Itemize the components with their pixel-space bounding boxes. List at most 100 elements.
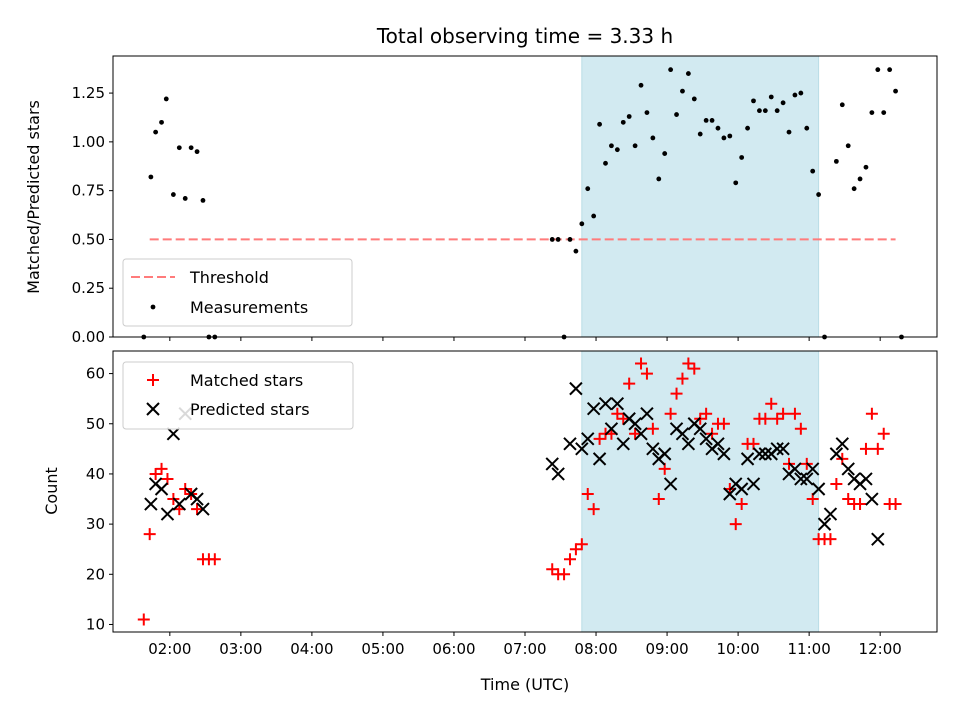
measurement-point bbox=[614, 147, 620, 153]
measurement-point bbox=[591, 213, 597, 219]
predicted-star-point bbox=[871, 532, 885, 546]
y-tick-label: 0.50 bbox=[72, 230, 105, 248]
y-tick-label: 0.25 bbox=[72, 279, 105, 297]
measurement-point bbox=[780, 100, 786, 106]
measurement-point bbox=[626, 114, 632, 119]
matched-star-point bbox=[759, 412, 772, 425]
measurement-point bbox=[715, 125, 721, 131]
measurement-point bbox=[709, 117, 715, 123]
measurement-point bbox=[697, 131, 703, 137]
predicted-star-point bbox=[788, 462, 802, 476]
measurement-point bbox=[833, 158, 839, 164]
matched-star-point bbox=[143, 528, 156, 541]
top-x-ticks bbox=[169, 337, 881, 341]
matched-star-point bbox=[646, 422, 659, 435]
predicted-star-point bbox=[817, 517, 832, 531]
predicted-star-point bbox=[740, 452, 755, 466]
predicted-star-point bbox=[675, 427, 690, 441]
predicted-star-point bbox=[586, 401, 601, 416]
predicted-star-point bbox=[646, 442, 660, 456]
predicted-star-point bbox=[634, 427, 648, 441]
matched-star-point bbox=[777, 407, 790, 420]
predicted-star-point bbox=[734, 482, 749, 496]
matched-star-point bbox=[871, 442, 884, 455]
measurement-point bbox=[810, 168, 816, 174]
predicted-star-point bbox=[717, 447, 731, 461]
measurement-point bbox=[685, 71, 691, 76]
measurement-point bbox=[751, 98, 756, 104]
y-tick-label: 20 bbox=[86, 565, 105, 583]
predicted-star-point bbox=[610, 396, 625, 411]
y-tick-label: 40 bbox=[86, 465, 105, 483]
bottom-legend: Matched stars Predicted stars bbox=[122, 361, 354, 430]
predicted-star-point bbox=[758, 447, 773, 461]
matched-star-point bbox=[794, 422, 807, 435]
predicted-star-point bbox=[598, 396, 613, 411]
matched-star-point bbox=[581, 488, 594, 501]
predicted-star-point bbox=[604, 422, 619, 436]
measurement-point bbox=[703, 117, 709, 123]
x-tick-label: 02:00 bbox=[148, 640, 191, 658]
matched-star-point bbox=[652, 493, 665, 506]
measurement-point bbox=[851, 186, 857, 192]
x-tick-label: 03:00 bbox=[219, 640, 262, 658]
top-panel: 0.00 0.25 0.50 0.75 1.00 1.25 Matched/Predict… bbox=[24, 55, 938, 346]
matched-star-point bbox=[735, 498, 748, 511]
matched-star-point bbox=[676, 372, 689, 385]
measurement-point bbox=[674, 112, 679, 117]
measurement-point bbox=[881, 110, 887, 115]
y-tick-label: 50 bbox=[86, 415, 105, 433]
measurement-point bbox=[739, 155, 745, 160]
predicted-star-point bbox=[190, 492, 204, 506]
y-tick-label: 30 bbox=[86, 515, 105, 533]
x-tick-label: 10:00 bbox=[716, 640, 759, 658]
legend-measurements-swatch bbox=[150, 304, 156, 310]
y-tick-label: 0.00 bbox=[72, 328, 105, 346]
bottom-y-ticks: 10 20 30 40 50 60 bbox=[86, 365, 113, 633]
bottom-panel: 10 20 30 40 50 60 02:00 03:00 04:00 05:00 06:00 07… bbox=[42, 350, 938, 694]
predicted-star-point bbox=[752, 447, 767, 461]
predicted-star-point bbox=[711, 437, 725, 451]
measurement-point bbox=[691, 96, 697, 102]
predicted-star-point bbox=[144, 497, 158, 511]
matched-star-point bbox=[729, 518, 742, 531]
predicted-star-point bbox=[616, 437, 630, 451]
measurement-point bbox=[863, 164, 869, 170]
measurement-point bbox=[857, 176, 863, 182]
predicted-star-point bbox=[628, 417, 642, 431]
x-axis-label: Time (UTC) bbox=[480, 675, 569, 694]
measurement-point bbox=[650, 135, 656, 141]
x-tick-label: 05:00 bbox=[361, 640, 404, 658]
measurement-point bbox=[875, 67, 881, 73]
top-y-ticks: 0.00 0.25 0.50 0.75 1.00 1.25 bbox=[72, 84, 113, 346]
measurement-point bbox=[816, 192, 822, 197]
predicted-star-point bbox=[592, 452, 607, 466]
measurement-point bbox=[869, 110, 875, 115]
measurement-point bbox=[727, 133, 733, 139]
x-tick-label: 06:00 bbox=[432, 640, 475, 658]
legend-matched-swatch bbox=[147, 374, 159, 386]
chart-title: Total observing time = 3.33 h bbox=[376, 24, 673, 48]
measurement-point bbox=[182, 196, 188, 201]
matched-star-point bbox=[575, 538, 588, 551]
matched-star-points bbox=[137, 357, 902, 626]
predicted-star-point bbox=[545, 457, 559, 471]
measurement-point bbox=[573, 248, 579, 254]
x-tick-label: 11:00 bbox=[788, 640, 831, 658]
predicted-star-point bbox=[575, 442, 589, 456]
matched-star-point bbox=[137, 613, 150, 626]
predicted-star-point bbox=[154, 482, 169, 496]
matched-star-point bbox=[830, 477, 843, 490]
measurement-point bbox=[757, 108, 762, 114]
measurement-point bbox=[792, 92, 798, 98]
y-tick-label: 0.75 bbox=[72, 182, 105, 200]
matched-star-point bbox=[824, 533, 837, 546]
predicted-star-point bbox=[172, 497, 187, 511]
predicted-star-point bbox=[563, 437, 577, 451]
highlight-region-bottom bbox=[581, 350, 820, 633]
predicted-star-point bbox=[640, 407, 654, 421]
predicted-star-point bbox=[859, 472, 873, 486]
measurement-point bbox=[680, 88, 685, 94]
predicted-star-point bbox=[663, 477, 678, 491]
